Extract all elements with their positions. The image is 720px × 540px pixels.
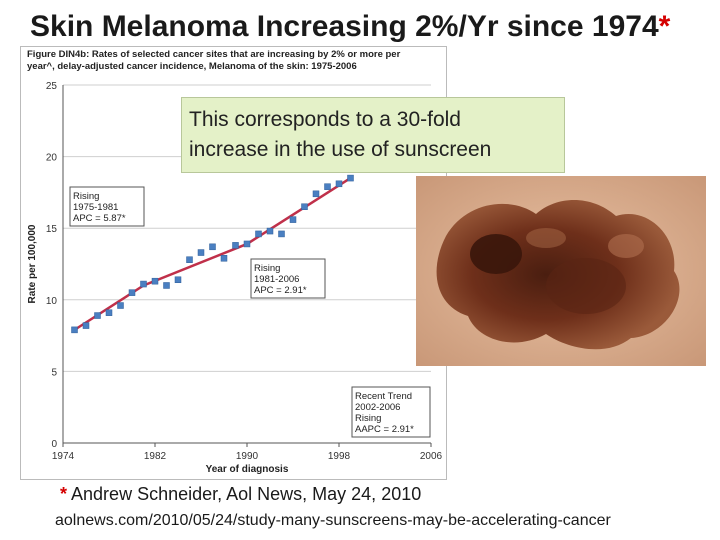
data-point bbox=[278, 230, 285, 238]
data-point bbox=[255, 230, 262, 238]
trend-annotation-text: Rising bbox=[355, 413, 381, 424]
data-point bbox=[301, 203, 308, 210]
x-tick-label: 1982 bbox=[144, 451, 167, 462]
data-point bbox=[243, 240, 251, 248]
data-point bbox=[209, 243, 216, 251]
figure-caption: Figure DIN4b: Rates of selected cancer s… bbox=[27, 49, 437, 73]
trend-annotation-text: Rising bbox=[254, 263, 280, 274]
x-tick-label: 2006 bbox=[420, 451, 443, 462]
trend-annotation-box bbox=[351, 386, 431, 438]
data-point bbox=[151, 277, 159, 285]
x-tick-label: 1998 bbox=[328, 451, 351, 462]
data-point bbox=[94, 312, 101, 319]
trend-annotation-text: AAPC = 2.91* bbox=[355, 424, 414, 435]
trend-annotation-text: 1975-1981 bbox=[73, 202, 118, 213]
data-point bbox=[232, 242, 239, 249]
data-point bbox=[220, 255, 228, 262]
data-point bbox=[105, 309, 113, 316]
trend-line bbox=[73, 177, 352, 331]
source-url: aolnews.com/2010/05/24/study-many-sunscr… bbox=[55, 512, 611, 529]
data-point bbox=[174, 276, 182, 284]
trend-annotation-text: Rising bbox=[73, 191, 99, 202]
slide-title: Skin Melanoma Increasing 2%/Yr since 197… bbox=[30, 10, 671, 43]
source-credit: * Andrew Schneider, Aol News, May 24, 20… bbox=[60, 484, 422, 504]
figure-caption-line1: Figure DIN4b: Rates of selected cancer s… bbox=[27, 49, 401, 60]
data-point bbox=[312, 190, 320, 198]
title-asterisk: * bbox=[658, 10, 671, 43]
data-point bbox=[71, 326, 78, 334]
sunscreen-callout: This corresponds to a 30-fold increase i… bbox=[181, 97, 565, 173]
melanoma-photo bbox=[416, 176, 706, 366]
trend-annotation-text: APC = 5.87* bbox=[73, 213, 126, 224]
data-point bbox=[128, 289, 136, 296]
trend-annotation-text: APC = 2.91* bbox=[254, 285, 307, 296]
data-point bbox=[140, 280, 147, 288]
x-tick-label: 1974 bbox=[52, 451, 75, 462]
callout-line2: increase in the use of sunscreen bbox=[189, 138, 492, 161]
data-point bbox=[117, 302, 124, 309]
figure-caption-line2: year^, delay-adjusted cancer incidence, … bbox=[27, 61, 357, 72]
data-point bbox=[186, 256, 193, 263]
data-point bbox=[347, 174, 354, 182]
data-point bbox=[335, 180, 343, 188]
y-axis-label: Rate per 100,000 bbox=[27, 224, 38, 303]
trend-annotation-text: Recent Trend bbox=[355, 391, 412, 402]
data-point bbox=[82, 322, 90, 329]
data-point bbox=[266, 227, 274, 235]
data-point bbox=[324, 183, 331, 190]
trend-annotation-box bbox=[69, 186, 145, 227]
y-tick-label: 5 bbox=[51, 367, 57, 378]
y-tick-label: 15 bbox=[46, 224, 58, 235]
data-point bbox=[289, 216, 297, 223]
y-tick-label: 0 bbox=[51, 439, 57, 450]
x-axis-label: Year of diagnosis bbox=[206, 464, 289, 475]
x-tick-label: 1990 bbox=[236, 451, 259, 462]
trend-annotation-text: 1981-2006 bbox=[254, 274, 299, 285]
trend-annotation-box bbox=[250, 258, 326, 299]
credit-asterisk: * bbox=[60, 484, 68, 504]
trend-annotation-text: 2002-2006 bbox=[355, 402, 400, 413]
y-tick-label: 10 bbox=[46, 296, 58, 307]
data-point bbox=[197, 249, 205, 256]
callout-line1: This corresponds to a 30-fold bbox=[189, 108, 461, 131]
y-tick-label: 25 bbox=[46, 81, 58, 92]
y-tick-label: 20 bbox=[46, 153, 58, 164]
data-point bbox=[163, 282, 170, 289]
